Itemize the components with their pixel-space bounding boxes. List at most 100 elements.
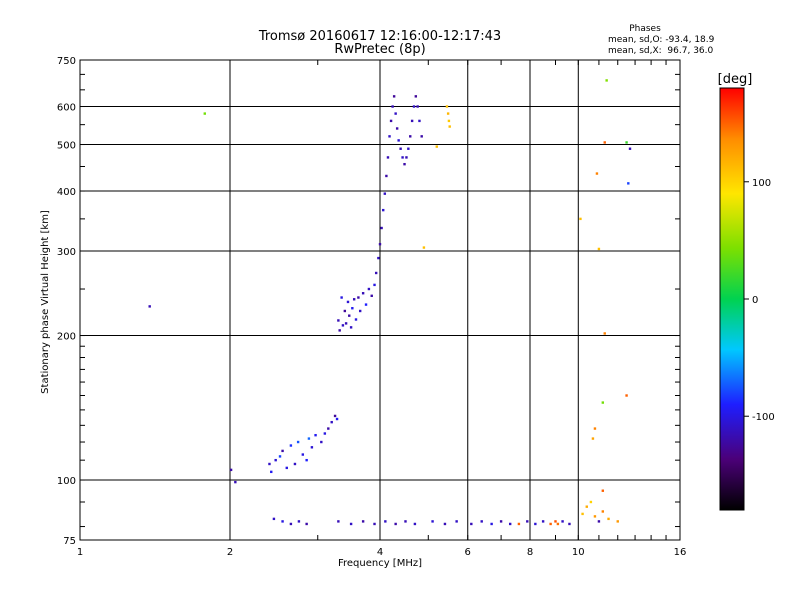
y-tick-label: 100 [57, 476, 76, 487]
data-point [352, 298, 356, 301]
data-point [397, 139, 400, 142]
colorbar: [deg] 100 0 -100 [718, 72, 775, 511]
data-point [391, 105, 394, 108]
data-point [446, 112, 450, 115]
data-point [270, 470, 273, 474]
data-point [333, 414, 337, 418]
data-point [386, 156, 390, 159]
data-point [595, 172, 599, 175]
data-point [589, 500, 593, 504]
data-point [382, 208, 385, 212]
data-point [367, 287, 371, 291]
data-point [448, 125, 451, 128]
data-point [337, 319, 340, 322]
data-point [234, 480, 237, 484]
data-point [388, 135, 391, 138]
data-point [420, 135, 423, 138]
data-point [541, 520, 545, 523]
x-axis-label: Frequency [MHz] [338, 558, 422, 569]
data-point [445, 105, 449, 108]
data-point [281, 449, 284, 453]
data-point [293, 462, 297, 466]
data-point [335, 417, 339, 421]
chart-subtitle: RwPretec (8p) [334, 42, 425, 57]
data-point [385, 174, 388, 178]
data-point [581, 512, 584, 516]
data-point [305, 522, 308, 526]
data-point [404, 520, 407, 523]
data-point [627, 182, 630, 185]
data-point [346, 300, 350, 304]
data-point [422, 246, 426, 249]
data-point [343, 309, 347, 313]
data-point [301, 453, 305, 456]
data-point [338, 329, 341, 332]
data-point [357, 296, 360, 299]
data-point [405, 156, 408, 159]
data-point [399, 147, 402, 150]
data-point [361, 292, 365, 295]
data-point [556, 522, 560, 526]
data-point [340, 296, 343, 299]
data-point [508, 522, 512, 526]
data-point [274, 458, 277, 462]
data-point [526, 520, 529, 523]
phases-o-line: mean, sd,O: -93.4, 18.9 [608, 35, 715, 45]
data-point [272, 517, 276, 521]
data-point [349, 326, 353, 329]
data-point [585, 505, 588, 508]
data-point [297, 520, 301, 523]
data-point [373, 283, 376, 287]
data-point [289, 522, 293, 526]
data-point [380, 226, 383, 230]
colorbar-tick-label: 100 [752, 178, 771, 189]
data-point [203, 112, 206, 115]
data-point [348, 314, 351, 317]
data-point [349, 522, 353, 526]
chart-title: Tromsø 20160617 12:16:00-12:17:43 [258, 29, 501, 44]
colorbar-tick-label: -100 [752, 412, 775, 423]
data-point [416, 105, 419, 108]
x-tick-label: 4 [377, 547, 383, 558]
data-point [358, 309, 362, 313]
data-point [597, 520, 601, 523]
data-point [389, 119, 393, 123]
data-point [361, 520, 365, 523]
colorbar-label: [deg] [718, 72, 753, 87]
data-point [370, 294, 373, 297]
data-point [517, 522, 521, 526]
data-point [268, 462, 271, 466]
data-point [305, 458, 308, 462]
x-tick-label: 8 [527, 547, 533, 558]
x-tick-label: 2 [227, 547, 233, 558]
data-point [307, 437, 311, 440]
phases-x-line: mean, sd,X: 96.7, 36.0 [608, 46, 714, 56]
data-point [410, 119, 414, 123]
y-tick-label: 300 [57, 247, 76, 258]
data-point [568, 522, 571, 526]
data-point [394, 112, 397, 115]
data-point [490, 522, 493, 526]
colorbar-tick-label: 0 [752, 295, 758, 306]
data-point [327, 427, 330, 430]
data-point [414, 95, 418, 98]
data-point [310, 446, 314, 449]
data-point [378, 242, 382, 246]
y-axis-label: Stationary phase Virtual Height [km] [40, 210, 51, 394]
phases-title: Phases [629, 24, 661, 34]
data-point [395, 127, 399, 130]
data-point [579, 217, 582, 221]
y-tick-label: 75 [63, 536, 76, 547]
data-point [591, 437, 595, 440]
data-point [603, 332, 606, 335]
data-point [374, 271, 378, 275]
data-point [320, 440, 323, 444]
data-point [296, 440, 300, 444]
data-point [281, 520, 284, 523]
data-point [330, 420, 333, 424]
data-point [289, 444, 293, 447]
data-point [455, 520, 458, 523]
data-point [392, 95, 396, 98]
data-point [554, 520, 557, 523]
